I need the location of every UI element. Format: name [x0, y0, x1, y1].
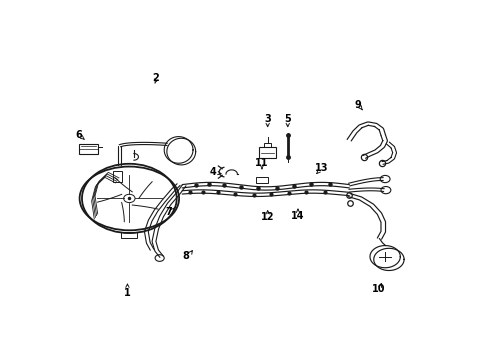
Bar	[264, 143, 271, 147]
Text: 5: 5	[284, 114, 290, 125]
Text: 7: 7	[165, 207, 172, 217]
Text: 14: 14	[291, 211, 304, 221]
Bar	[79, 144, 98, 154]
Text: 8: 8	[183, 251, 189, 261]
Text: 3: 3	[264, 114, 270, 125]
Text: 6: 6	[76, 130, 82, 140]
Bar	[259, 147, 275, 158]
Text: 1: 1	[124, 288, 131, 298]
Text: 11: 11	[255, 158, 268, 168]
Bar	[256, 177, 267, 183]
Text: 10: 10	[371, 284, 385, 294]
Text: 2: 2	[152, 73, 159, 83]
Text: 12: 12	[261, 212, 274, 222]
Bar	[113, 171, 122, 182]
Text: 9: 9	[353, 100, 360, 110]
Bar	[121, 232, 137, 238]
Text: 13: 13	[314, 163, 328, 174]
Text: 4: 4	[210, 167, 216, 177]
